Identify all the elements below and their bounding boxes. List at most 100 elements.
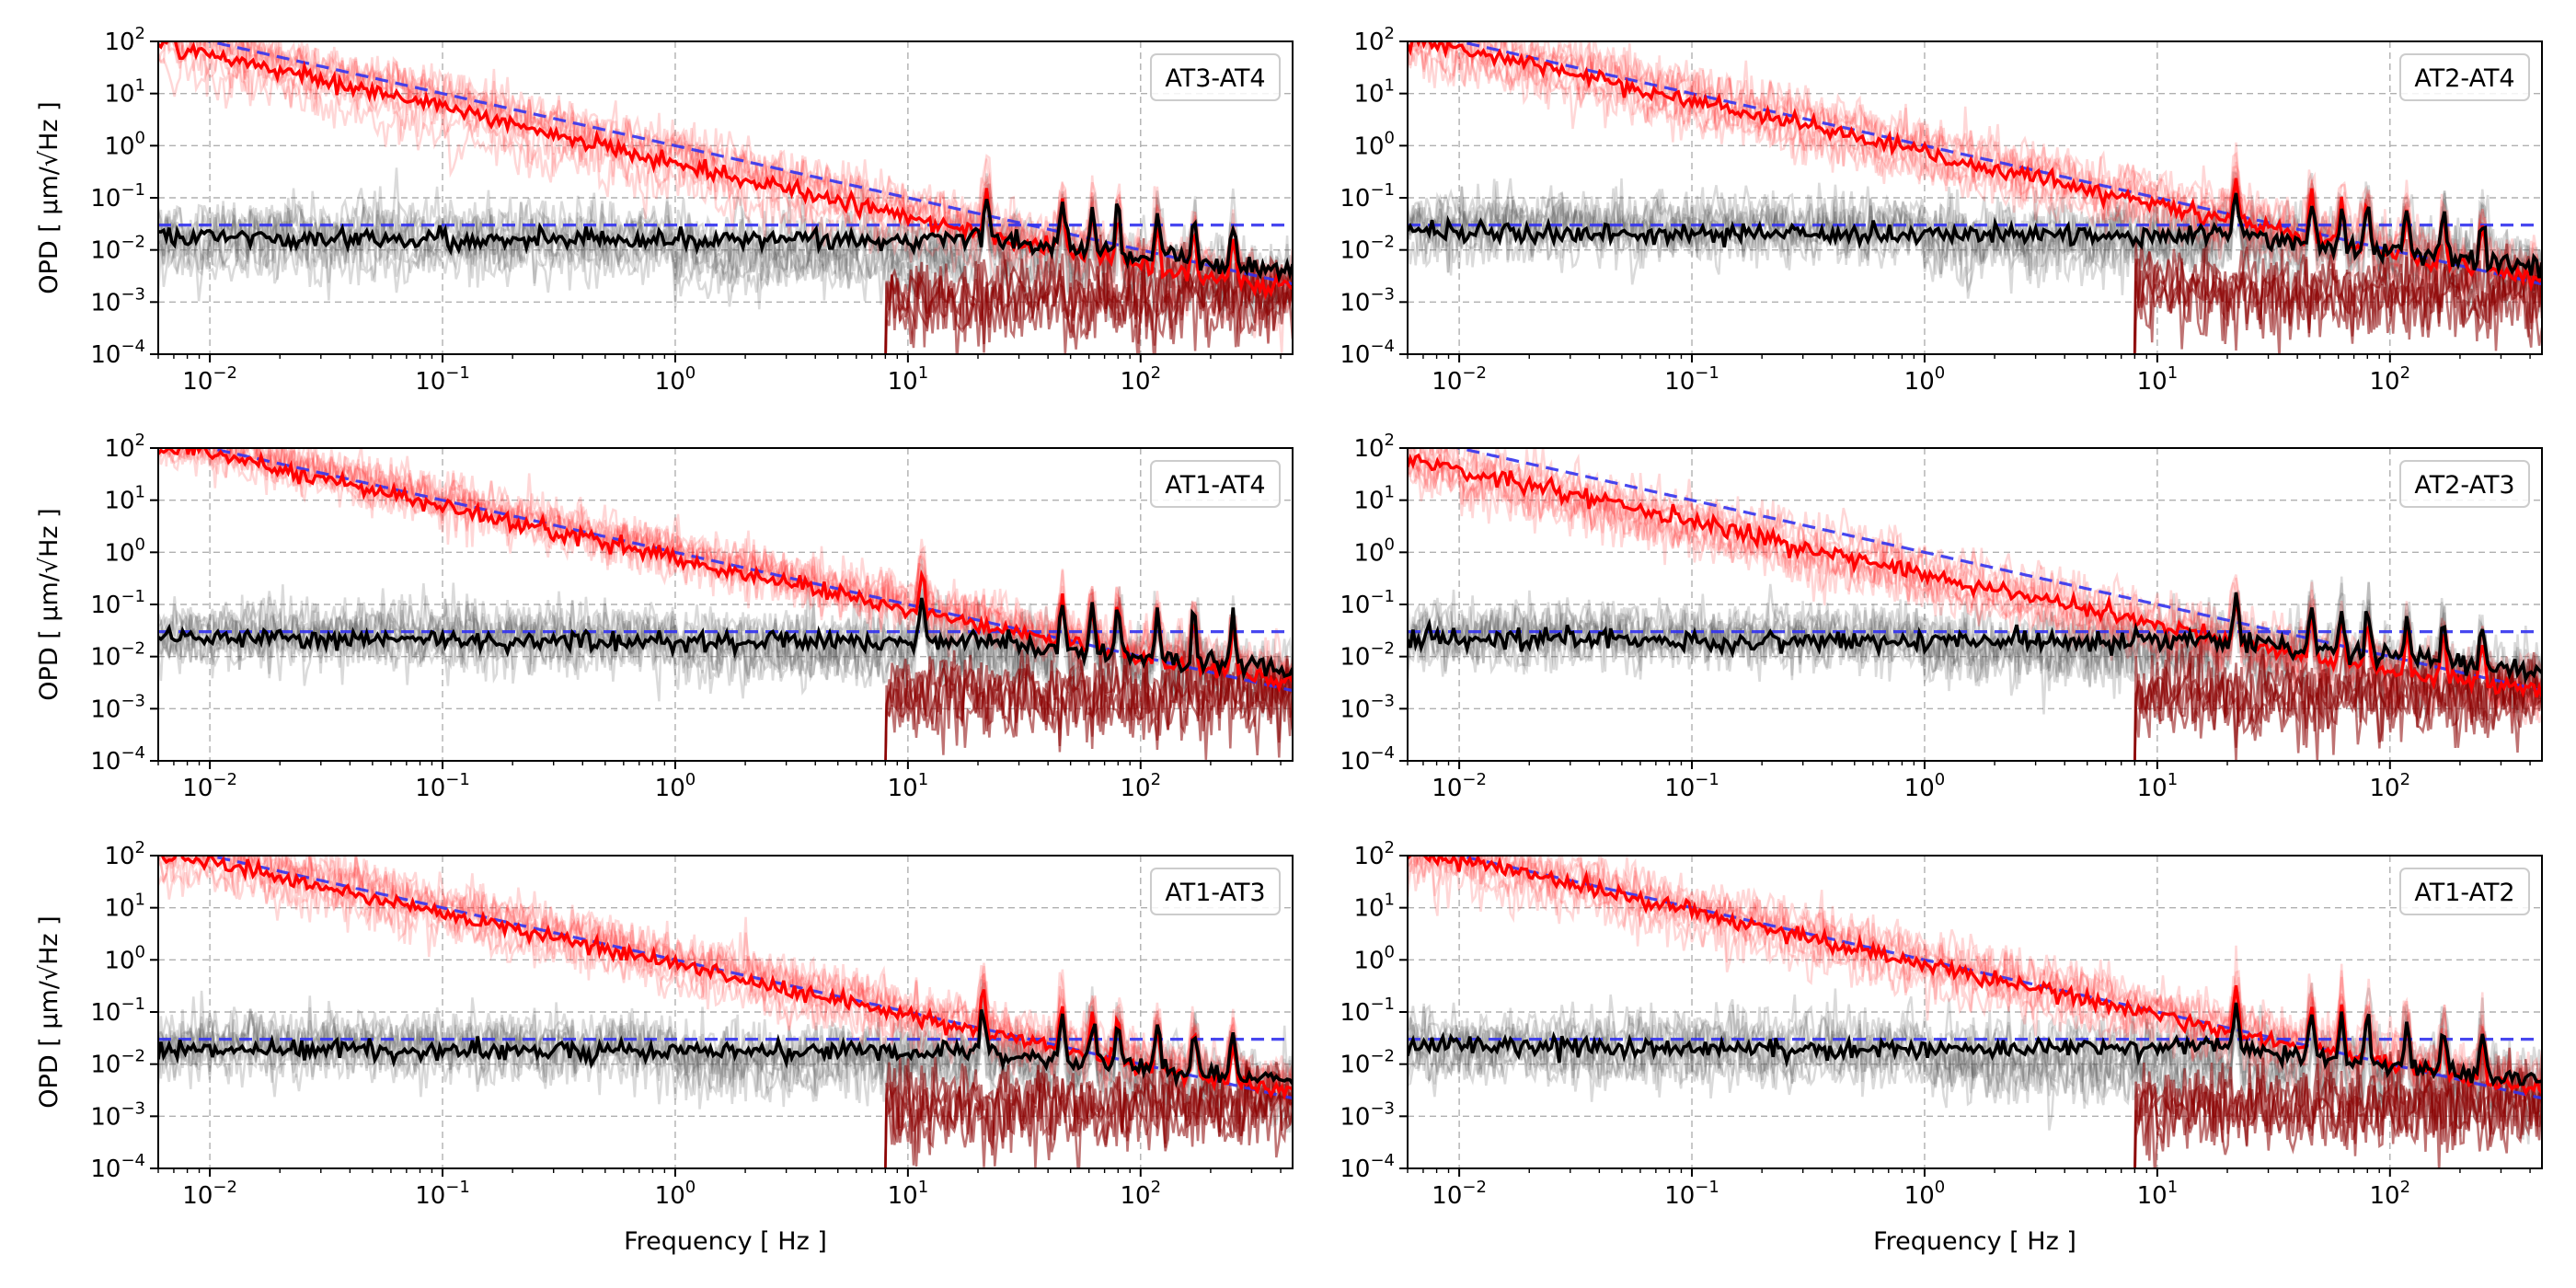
red-series-realization — [165, 448, 1293, 699]
black-series-realization — [1408, 987, 2542, 1106]
reference-power-law-line — [1452, 856, 2542, 1100]
panel-label: AT1-AT4 — [1165, 471, 1265, 500]
grid — [158, 448, 1293, 761]
black-series-realization — [1408, 591, 2542, 714]
x-tick-label: 10−1 — [415, 1178, 470, 1210]
floor-series-realization — [2133, 631, 2542, 761]
y-tick-label: 10−2 — [1340, 233, 1395, 265]
floor-series-realization — [2133, 248, 2542, 354]
x-tick-label: 102 — [1121, 1178, 1162, 1210]
red-series-realization — [1408, 856, 2542, 1107]
legend-box — [2399, 868, 2530, 915]
legend-box — [1150, 53, 1281, 101]
panel-label: AT1-AT2 — [2414, 879, 2514, 907]
x-tick-label: 10−1 — [1664, 1178, 1719, 1210]
x-tick-label: 100 — [655, 770, 696, 802]
black-series-realization — [1408, 1002, 2542, 1112]
red-series-mean — [1408, 453, 2542, 698]
x-tick-label: 10−2 — [182, 363, 237, 396]
y-tick-label: 102 — [1353, 431, 1395, 463]
red-series-realization — [1408, 856, 2542, 1129]
panel-at2-at4: 10−2 10−1 100 101 102 102 101 100 10−1 10−2 10−3 10… — [1340, 24, 2543, 396]
y-tick-label: 10−4 — [1340, 1151, 1395, 1183]
x-tick-label: 10−2 — [1432, 770, 1487, 802]
y-tick-label: 10−1 — [90, 995, 145, 1027]
x-tick-label: 100 — [1904, 363, 1946, 396]
grid — [1408, 856, 2542, 1168]
panel-at2-at3: 10−2 10−1 100 101 102 102 101 100 10−1 10−2 10−3 10… — [1340, 431, 2543, 802]
legend-box — [1150, 460, 1281, 508]
x-axis-label: Frequency [ Hz ] — [624, 1227, 827, 1256]
red-series-realization — [1408, 856, 2542, 1113]
red-series-realization — [1408, 41, 2542, 320]
y-tick-label: 100 — [104, 128, 145, 160]
floor-series-realization — [884, 1058, 1293, 1168]
x-tick-label: 100 — [1904, 770, 1946, 802]
grid — [1408, 41, 2542, 354]
x-tick-label: 101 — [888, 363, 929, 396]
floor-series-realization — [884, 234, 1293, 354]
reference-power-law-line — [202, 448, 1293, 693]
y-tick-label: 10−1 — [90, 587, 145, 619]
x-tick-label: 10−1 — [1664, 770, 1719, 802]
red-series-mean — [1408, 856, 2542, 1097]
x-tick-label: 10−1 — [1664, 363, 1719, 396]
y-tick-label: 101 — [1353, 483, 1395, 515]
x-tick-label: 100 — [655, 363, 696, 396]
red-series-realization — [1408, 448, 2542, 707]
red-series-realization — [179, 448, 1293, 692]
x-tick-label: 10−2 — [1432, 1178, 1487, 1210]
floor-series-realization — [2133, 643, 2542, 761]
x-tick-label: 10−2 — [182, 770, 237, 802]
y-tick-label: 10−3 — [90, 284, 145, 316]
y-tick-label: 10−4 — [1340, 743, 1395, 776]
red-series-realization — [158, 856, 1293, 1109]
x-tick-label: 10−2 — [182, 1178, 237, 1210]
panel-at1-at2: 10−2 10−1 100 101 102 102 101 100 10−1 10−2 10−3 10… — [1340, 838, 2543, 1256]
red-series-realization — [158, 856, 1293, 1100]
floor-series-realization — [884, 650, 1293, 761]
y-tick-label: 10−2 — [90, 1047, 145, 1079]
y-tick-label: 10−3 — [1340, 691, 1395, 723]
x-tick-label: 100 — [655, 1178, 696, 1210]
red-series-mean — [158, 41, 1293, 301]
y-tick-label: 102 — [1353, 24, 1395, 56]
floor-series-realization — [2133, 243, 2542, 354]
y-tick-label: 10−1 — [90, 180, 145, 213]
panel-at1-at3: 10−2 10−1 100 101 102 102 101 100 10−1 10−2 10−3 10… — [35, 838, 1294, 1256]
red-series-realization — [180, 448, 1293, 685]
floor-series-realization — [2133, 1046, 2542, 1168]
x-tick-label: 10−1 — [415, 363, 470, 396]
x-tick-label: 102 — [2370, 770, 2411, 802]
y-tick-label: 100 — [104, 942, 145, 974]
y-tick-label: 10−3 — [1340, 1098, 1395, 1131]
y-tick-label: 10−4 — [90, 1151, 145, 1183]
floor-series-realization — [2133, 1059, 2542, 1168]
x-axis-label: Frequency [ Hz ] — [1873, 1227, 2076, 1256]
y-tick-label: 100 — [1353, 942, 1395, 974]
red-series-realization — [158, 856, 1293, 1103]
floor-series-realization — [884, 647, 1293, 761]
y-tick-label: 102 — [1353, 838, 1395, 870]
y-tick-label: 101 — [104, 483, 145, 515]
y-tick-label: 102 — [104, 431, 145, 463]
legend-box — [2399, 460, 2530, 508]
red-series-realization — [158, 856, 1293, 1120]
black-series-realization — [158, 583, 1293, 705]
y-axis-label: OPD [ μm/√Hz ] — [35, 101, 63, 293]
x-tick-label: 10−2 — [1432, 363, 1487, 396]
red-series-realization — [164, 856, 1293, 1111]
black-series-mean — [1408, 592, 2542, 684]
legend-box — [1150, 868, 1281, 915]
black-series-mean — [158, 1009, 1293, 1088]
y-tick-label: 100 — [1353, 535, 1395, 567]
panel-at3-at4: 10−2 10−1 100 101 102 102 101 100 10−1 10−2 10−3 10… — [35, 24, 1294, 396]
x-tick-label: 100 — [1904, 1178, 1946, 1210]
x-tick-label: 102 — [2370, 1178, 2411, 1210]
red-series-realization — [1408, 454, 2542, 724]
black-series-realization — [158, 995, 1293, 1115]
reference-power-law-line — [202, 41, 1293, 286]
red-series-realization — [1408, 448, 2542, 712]
red-series-realization — [1410, 41, 2542, 291]
